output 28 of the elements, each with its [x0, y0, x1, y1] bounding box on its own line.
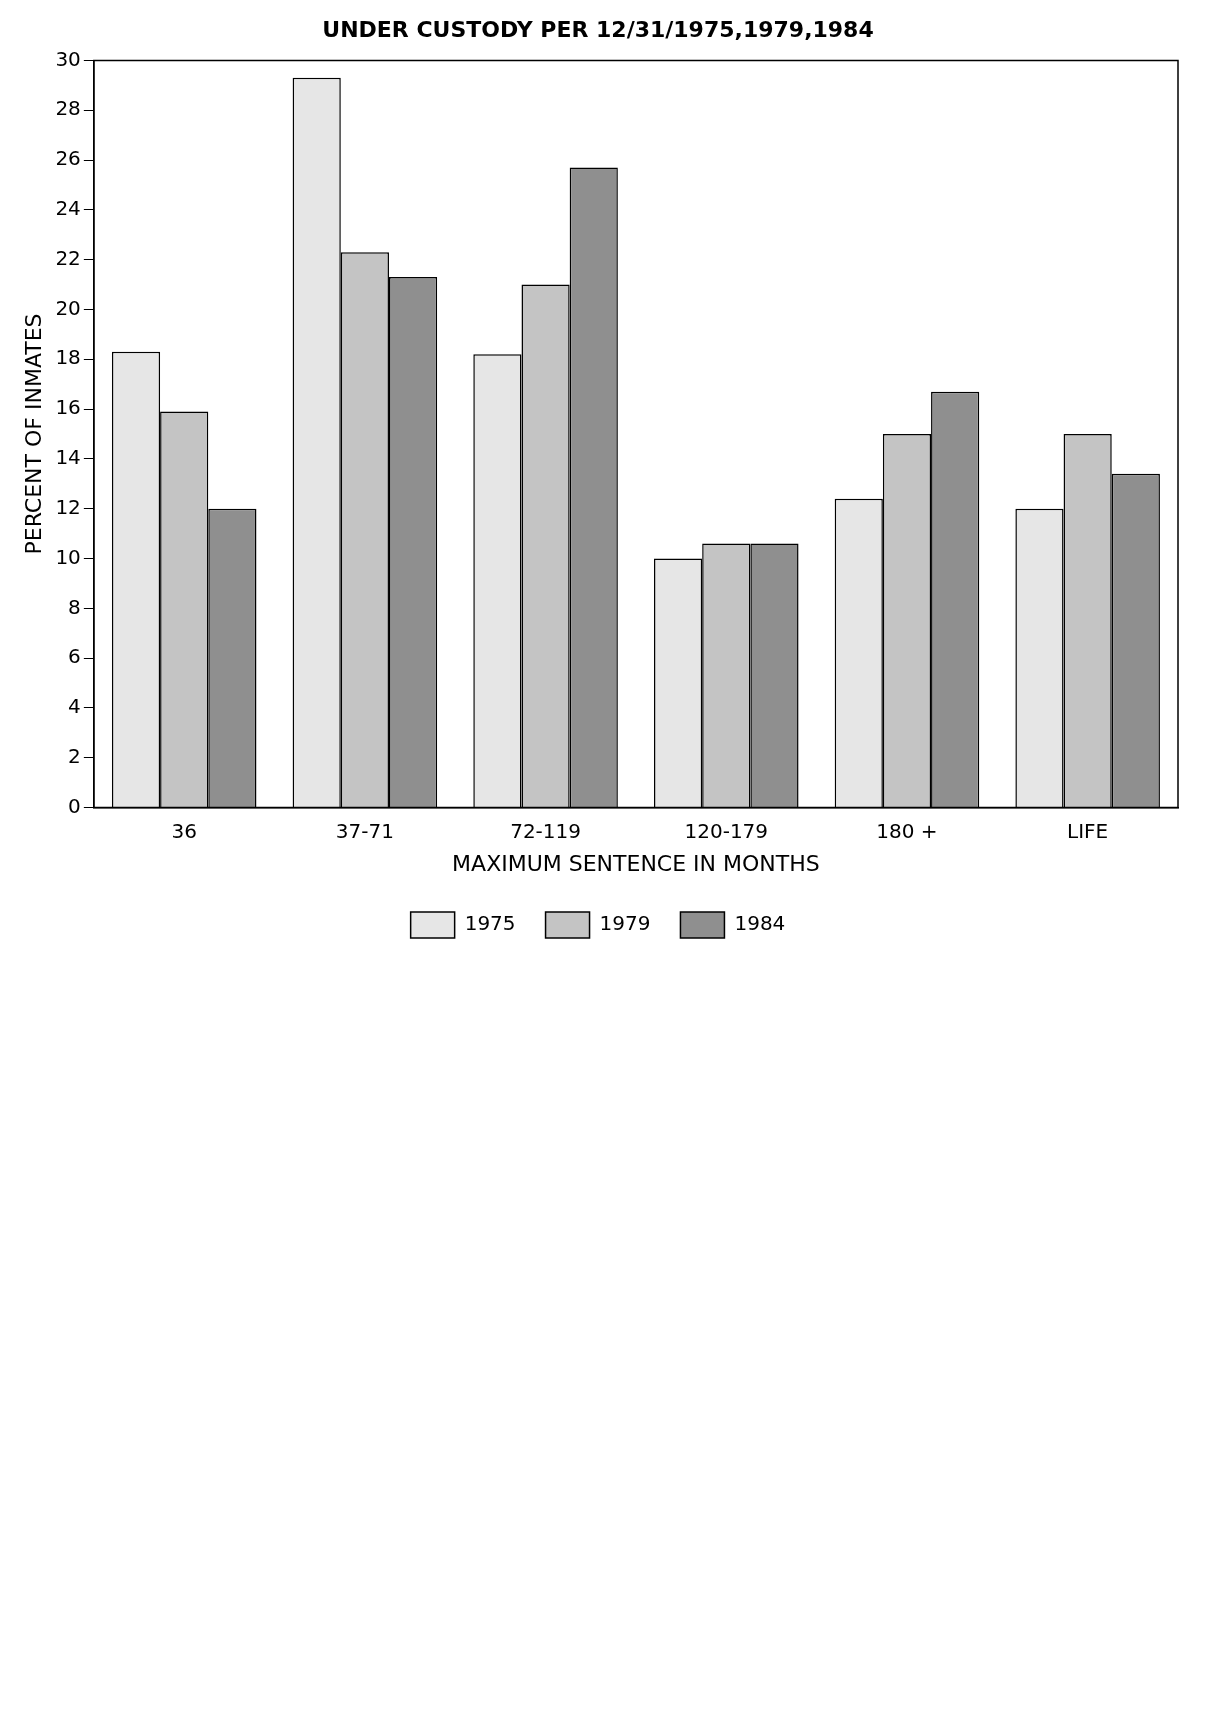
x-tick-label: 36 — [171, 818, 197, 843]
y-tick-label: 10 — [55, 544, 81, 569]
legend-label: 1975 — [464, 911, 516, 936]
y-tick-label: 4 — [68, 694, 81, 719]
y-tick-label: 28 — [55, 96, 81, 121]
x-tick-label: 72-119 — [510, 818, 581, 843]
y-tick-label: 14 — [55, 445, 81, 470]
y-tick-label: 22 — [55, 245, 81, 270]
y-axis-title: PERCENT OF INMATES — [20, 313, 46, 555]
x-tick-label: 180 + — [876, 818, 938, 843]
y-tick-label: 0 — [68, 793, 81, 818]
legend-label: 1984 — [734, 911, 786, 936]
y-tick-label: 16 — [55, 395, 81, 420]
x-tick-label: 37-71 — [335, 818, 394, 843]
y-tick-label: 24 — [55, 196, 81, 221]
y-tick-label: 18 — [55, 345, 81, 370]
x-tick-label: 120-179 — [684, 818, 769, 843]
y-tick-label: 26 — [55, 146, 81, 171]
y-tick-label: 20 — [55, 295, 81, 320]
y-tick-label: 2 — [68, 743, 81, 768]
y-tick-label: 8 — [68, 594, 81, 619]
x-tick-label: LIFE — [1067, 818, 1109, 843]
chart-title: UNDER CUSTODY PER 12/31/1975,1979,1984 — [322, 16, 874, 42]
x-axis-title: MAXIMUM SENTENCE IN MONTHS — [452, 850, 820, 876]
y-tick-label: 12 — [55, 494, 81, 519]
y-tick-label: 30 — [55, 46, 81, 71]
legend-label: 1979 — [599, 911, 651, 936]
y-tick-label: 6 — [68, 644, 81, 669]
